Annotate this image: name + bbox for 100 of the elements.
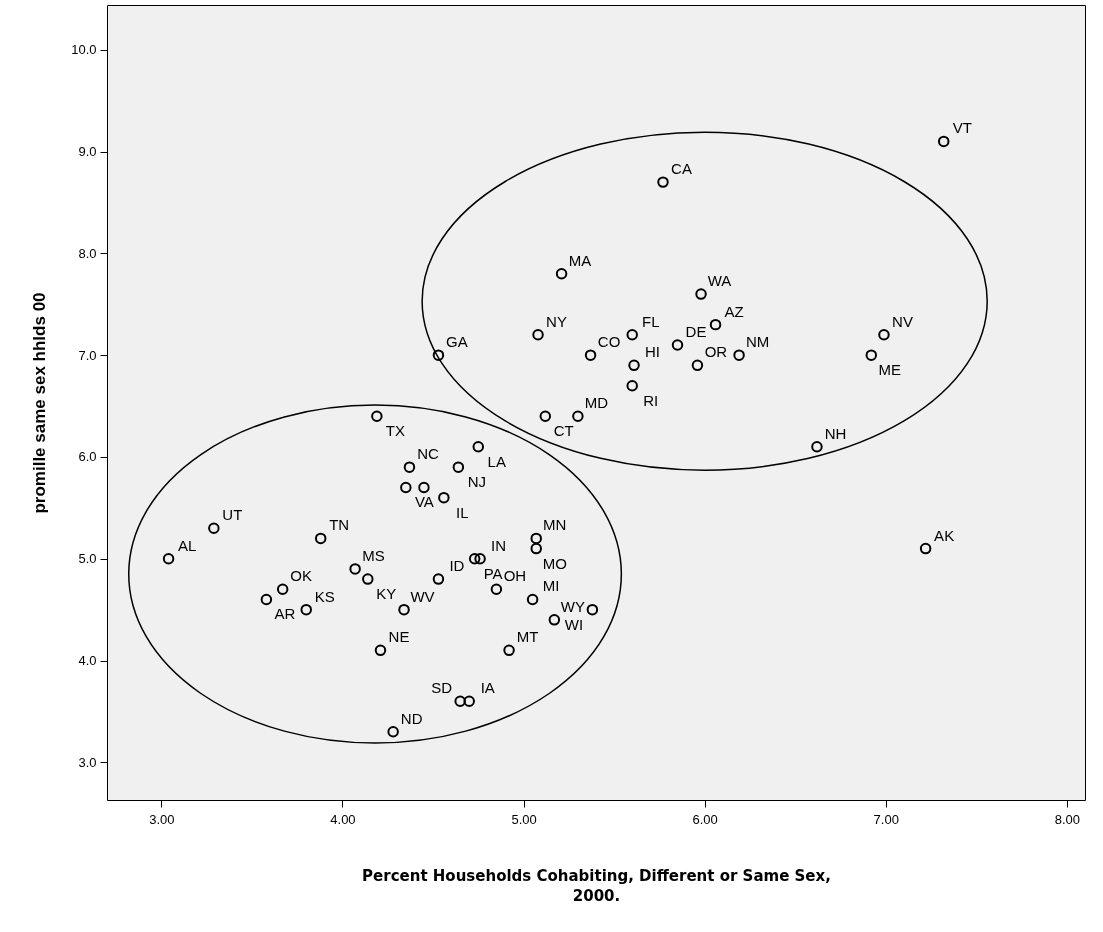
point	[432, 573, 445, 585]
point	[503, 644, 515, 657]
data-label: HI	[645, 343, 661, 361]
point	[526, 593, 539, 606]
point	[371, 410, 383, 422]
point	[403, 461, 416, 473]
data-label: CT	[553, 422, 574, 440]
data-label: KS	[314, 587, 335, 605]
data-label: NJ	[467, 473, 487, 491]
point	[657, 176, 669, 188]
point	[919, 542, 932, 555]
point	[865, 349, 878, 361]
data-label: MN	[543, 516, 567, 534]
point	[530, 542, 542, 555]
point	[811, 441, 823, 453]
data-label: CA	[671, 160, 692, 178]
point	[300, 603, 312, 616]
point	[671, 339, 684, 351]
data-label: MO	[542, 554, 567, 572]
point	[398, 603, 410, 616]
data-label: MA	[568, 251, 592, 269]
y-tick-label: 7.0	[78, 347, 97, 363]
data-label: LA	[487, 452, 506, 470]
point	[349, 563, 361, 575]
data-label: NH	[824, 424, 847, 442]
data-label: NE	[388, 628, 410, 646]
data-label: IA	[480, 679, 495, 697]
y-axis-title: promille same sex hhlds 00	[30, 292, 50, 514]
point	[937, 135, 950, 148]
data-label: PA	[483, 564, 503, 582]
point	[454, 695, 466, 707]
y-tick-label: 9.0	[78, 144, 97, 160]
data-label: GA	[446, 333, 468, 351]
data-label: ND	[400, 709, 423, 727]
x-tick-label: 8.00	[1054, 811, 1081, 827]
data-label: UT	[222, 506, 243, 524]
data-label: WA	[707, 272, 732, 290]
point	[432, 349, 445, 361]
point	[468, 553, 481, 565]
data-label: MI	[542, 577, 560, 595]
data-label: NV	[892, 312, 913, 330]
point	[463, 695, 475, 707]
x-axis-title: Percent Households Cohabiting, Different or Same Sex, 2000.	[362, 866, 831, 905]
data-label: AZ	[724, 302, 744, 320]
x-tick-label: 6.00	[692, 811, 718, 827]
data-label: NY	[546, 312, 567, 330]
data-label: CO	[597, 333, 621, 351]
data-label: NC	[417, 445, 439, 463]
point	[709, 318, 722, 331]
point	[208, 522, 220, 534]
point	[260, 593, 273, 606]
x-tick-label: 4.00	[330, 811, 356, 827]
point	[548, 614, 561, 626]
data-label: OH	[503, 567, 527, 585]
data-label: KY	[376, 585, 397, 603]
point	[626, 329, 638, 341]
point	[276, 583, 289, 596]
point	[555, 268, 568, 280]
data-label: FL	[641, 312, 660, 330]
y-tick-label: 5.0	[78, 551, 97, 567]
data-label: ID	[449, 557, 465, 575]
x-tick-label: 3.00	[149, 811, 175, 827]
y-tick-label: 8.0	[78, 245, 97, 261]
y-tick-label: 3.0	[78, 754, 97, 770]
data-label: ME	[878, 361, 902, 379]
data-label: MS	[362, 546, 385, 564]
point	[162, 553, 175, 565]
point	[878, 329, 890, 341]
data-label: OK	[290, 567, 313, 585]
point	[362, 573, 374, 585]
point	[628, 359, 640, 372]
point	[438, 491, 450, 504]
data-label: WI	[564, 615, 584, 633]
data-label: RI	[643, 391, 659, 409]
data-label: NM	[745, 333, 770, 351]
data-label: TX	[385, 422, 405, 440]
y-tick-label: 6.0	[78, 449, 97, 465]
data-label: MT	[516, 628, 539, 646]
point	[530, 532, 542, 545]
x-tick-label: 5.00	[511, 811, 537, 827]
point	[490, 583, 503, 596]
point	[572, 410, 584, 422]
data-label: WY	[560, 597, 585, 615]
data-label: VT	[952, 119, 972, 137]
data-label: VA	[414, 493, 434, 511]
point	[695, 288, 707, 300]
data-label: AK	[934, 526, 955, 544]
y-tick-label: 4.0	[78, 653, 97, 669]
point	[474, 553, 486, 565]
point	[314, 532, 327, 545]
point	[472, 441, 485, 453]
point	[387, 726, 399, 738]
data-label: SD	[431, 679, 453, 697]
point	[418, 481, 430, 494]
point	[400, 481, 412, 494]
point	[452, 461, 465, 473]
point	[626, 379, 638, 392]
point	[539, 410, 552, 422]
point	[584, 349, 597, 361]
data-label: IL	[456, 503, 469, 521]
